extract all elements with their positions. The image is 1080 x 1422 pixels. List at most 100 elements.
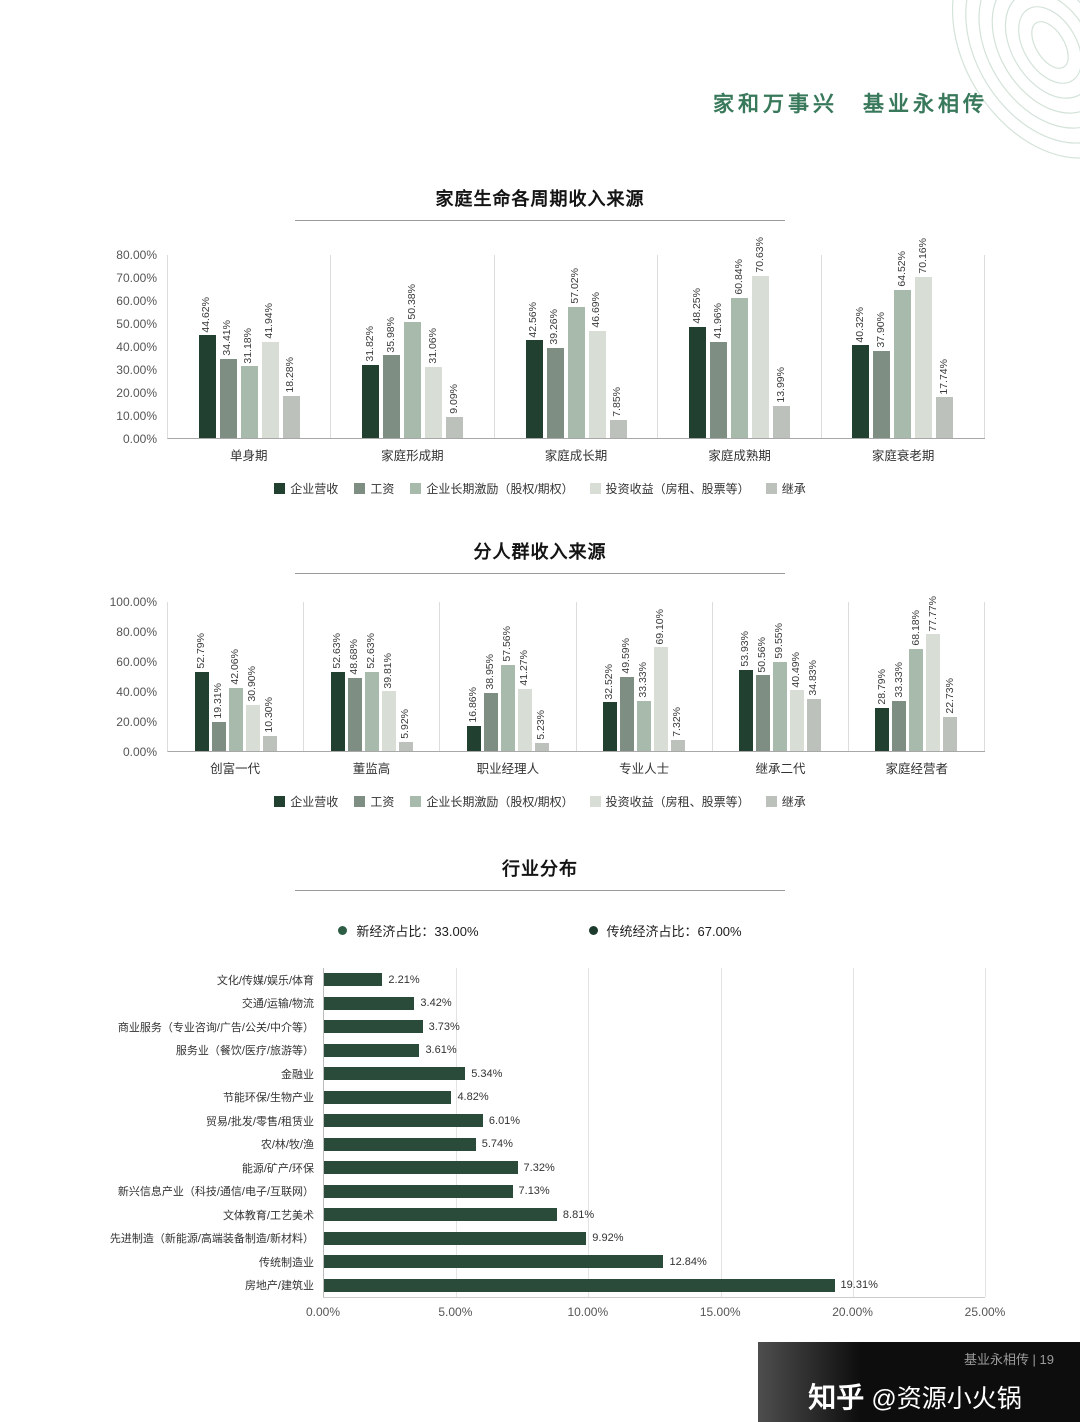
x-tick-label: 25.00% xyxy=(964,1305,1006,1319)
category-label: 单身期 xyxy=(230,449,268,463)
legend-swatch xyxy=(765,796,777,807)
bar-企业长期激励（股权/期权） xyxy=(637,701,652,751)
bar-cluster: 52.63% 48.68% 52.63% 39.81% 5.92% xyxy=(330,602,413,751)
bar-column: 57.02% xyxy=(567,255,585,438)
bar-column: 40.49% xyxy=(790,602,805,751)
bar-column: 68.18% xyxy=(909,602,924,751)
y-tick-label: 50.00% xyxy=(116,317,157,331)
legend-swatch xyxy=(354,796,366,807)
bar-value-label: 31.82% xyxy=(363,326,376,362)
industry-bar xyxy=(324,996,415,1010)
bar-value-label: 31.06% xyxy=(426,327,439,364)
economy-legend-item: 新经济占比：33.00% xyxy=(338,921,479,940)
legend-label: 投资收益（房租、股票等） xyxy=(605,795,750,809)
bar-value-label: 13.99% xyxy=(774,367,787,403)
legend-item: 投资收益（房租、股票等） xyxy=(589,480,750,497)
legend-item: 继承 xyxy=(765,793,806,810)
legend-label: 企业营收 xyxy=(290,795,339,809)
hbar-plot-area: 文化/传媒/娱乐/体育 交通/运输/物流 商业服务（专业咨询/广告/公关/中介等） 服… xyxy=(95,968,986,1298)
bar-value-label: 5.23% xyxy=(535,710,548,741)
legend-dot xyxy=(338,926,348,935)
zhihu-logo: 知乎 xyxy=(808,1382,865,1413)
bar-value-label: 42.56% xyxy=(527,301,540,338)
industry-value-label: 3.61% xyxy=(425,1044,457,1057)
bar-column: 39.81% xyxy=(381,602,396,751)
legend-label: 企业长期激励（股权/期权） xyxy=(426,482,574,496)
bar-column: 5.23% xyxy=(534,602,549,751)
title-divider xyxy=(295,890,785,891)
bar-column: 50.38% xyxy=(404,255,422,438)
gridline xyxy=(456,968,458,1297)
bar-value-label: 30.90% xyxy=(245,666,258,702)
bar-企业营收 xyxy=(362,364,380,438)
bar-继承 xyxy=(936,397,954,438)
bar-cluster: 40.32% 37.90% 64.52% 70.16% 17.74% xyxy=(852,238,954,438)
industry-value-label: 8.81% xyxy=(562,1208,595,1221)
legend-swatch xyxy=(589,483,601,494)
legend-label: 企业长期激励（股权/期权） xyxy=(426,795,574,809)
bar-group: 16.86% 38.95% 57.56% 41.27% 5.23% xyxy=(440,602,577,751)
bar-value-label: 57.02% xyxy=(569,268,582,304)
bar-column: 28.79% xyxy=(875,602,890,751)
gridline xyxy=(588,968,590,1297)
bar-value-label: 49.59% xyxy=(620,638,633,674)
bar-工资 xyxy=(892,701,907,751)
bar-column: 60.84% xyxy=(730,255,748,438)
industry-bar xyxy=(324,1255,664,1269)
legend-label: 新经济占比：33.00% xyxy=(356,924,479,939)
x-tick-label: 20.00% xyxy=(832,1305,873,1319)
bar-value-label: 34.83% xyxy=(807,660,820,696)
industry-value-label: 3.73% xyxy=(428,1020,460,1033)
bar-column: 31.18% xyxy=(240,255,258,438)
legend-swatch xyxy=(274,483,286,494)
economy-share-legend: 新经济占比：33.00% 传统经济占比：67.00% xyxy=(95,921,985,940)
title-divider xyxy=(295,573,785,574)
bar-column: 59.55% xyxy=(773,602,788,751)
gridline xyxy=(985,968,986,1297)
bar-value-label: 41.96% xyxy=(711,302,724,339)
legend-item: 企业长期激励（股权/期权） xyxy=(410,793,574,810)
bar-企业长期激励（股权/期权） xyxy=(500,664,515,751)
y-tick-label: 80.00% xyxy=(116,625,157,639)
bar-column: 30.90% xyxy=(245,602,260,751)
industry-label: 房地产/建筑业 xyxy=(244,1280,314,1293)
bar-group: 42.56% 39.26% 57.02% 46.69% 7.85% xyxy=(495,255,659,438)
industry-label: 文体教育/工艺美术 xyxy=(222,1209,314,1222)
bar-cluster: 31.82% 35.98% 50.38% 31.06% 9.09% xyxy=(362,255,464,438)
industry-label: 新兴信息产业（科技/通信/电子/互联网） xyxy=(117,1186,314,1199)
bar-value-label: 7.85% xyxy=(611,387,624,417)
bar-继承 xyxy=(609,419,627,438)
bar-企业长期激励（股权/期权） xyxy=(228,687,243,751)
legend-label: 继承 xyxy=(781,482,806,496)
bar-column: 31.82% xyxy=(362,255,380,438)
legend-label: 传统经济占比：67.00% xyxy=(606,924,742,939)
bar-value-label: 57.56% xyxy=(501,626,514,662)
bar-value-label: 41.94% xyxy=(263,302,276,339)
category-label: 创富一代 xyxy=(210,762,261,776)
industry-distribution-chart: 行业分布 新经济占比：33.00% 传统经济占比：67.00% 文化/传媒/娱乐/… xyxy=(95,855,1005,1320)
bar-column: 10.30% xyxy=(262,602,277,751)
bar-企业长期激励（股权/期权） xyxy=(730,298,748,438)
industry-bar xyxy=(324,1043,420,1057)
bar-企业营收 xyxy=(688,327,706,438)
industry-row: 5.74% xyxy=(324,1133,985,1157)
hbar-plot: 2.21% 3.42% 3.73% 3.61% 5.34% 4.82% 6.01% 5.74%… xyxy=(323,968,986,1298)
bar-继承 xyxy=(534,743,549,751)
category-label: 家庭成长期 xyxy=(544,449,608,463)
bar-column: 70.16% xyxy=(915,238,933,438)
bar-value-label: 40.32% xyxy=(854,306,867,343)
industry-label: 交通/运输/物流 xyxy=(241,998,314,1011)
bar-column: 52.63% xyxy=(364,602,379,751)
bar-column: 48.68% xyxy=(347,602,362,751)
industry-row: 3.42% xyxy=(324,992,985,1016)
industry-value-label: 12.84% xyxy=(669,1255,707,1268)
industry-row: 3.61% xyxy=(324,1039,985,1063)
industry-row: 3.73% xyxy=(324,1015,985,1039)
x-tick-label: 5.00% xyxy=(438,1305,473,1319)
bar-column: 70.63% xyxy=(751,237,769,438)
y-tick-label: 0.00% xyxy=(122,745,157,759)
bar-工资 xyxy=(347,677,362,751)
bar-column: 52.79% xyxy=(194,602,209,751)
industry-value-label: 5.34% xyxy=(471,1067,503,1080)
bar-继承 xyxy=(943,716,958,751)
